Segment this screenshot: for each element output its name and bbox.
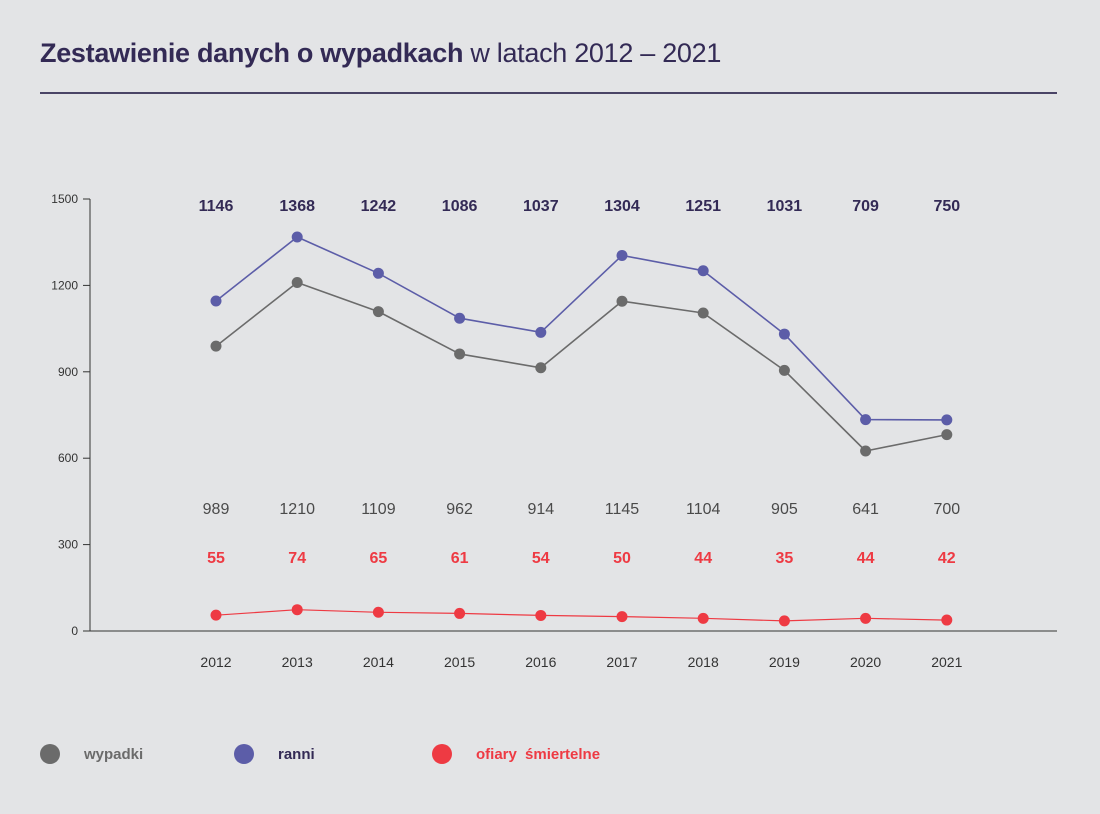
data-point-ofiary xyxy=(372,606,384,618)
y-tick-label: 600 xyxy=(58,451,78,465)
data-label-ranni: 750 xyxy=(933,198,960,215)
data-point-ofiary xyxy=(860,612,872,624)
data-point-wypadki xyxy=(941,429,953,441)
title-light: w latach 2012 – 2021 xyxy=(463,38,722,68)
data-point-ofiary xyxy=(778,615,790,627)
x-tick-label: 2019 xyxy=(769,654,800,670)
data-label-ranni: 1251 xyxy=(685,198,721,215)
data-point-wypadki xyxy=(535,362,547,374)
y-tick-label: 0 xyxy=(71,624,78,638)
data-point-ofiary xyxy=(210,609,222,621)
data-label-ranni: 1242 xyxy=(361,198,397,215)
legend-item-ofiary: ofiary śmiertelne xyxy=(432,742,600,766)
data-label-wypadki: 914 xyxy=(527,501,554,518)
data-point-wypadki xyxy=(616,295,628,307)
series-line-wypadki xyxy=(215,281,947,452)
data-point-ofiary xyxy=(291,604,303,616)
data-label-wypadki: 962 xyxy=(446,501,473,518)
data-point-ofiary xyxy=(454,607,466,619)
data-point-ofiary xyxy=(697,612,709,624)
y-tick-label: 1200 xyxy=(51,278,78,292)
data-label-wypadki: 1109 xyxy=(361,501,396,518)
x-tick-label: 2014 xyxy=(363,654,394,670)
data-label-ofiary: 61 xyxy=(451,550,469,567)
x-tick-label: 2012 xyxy=(200,654,231,670)
data-label-wypadki: 1145 xyxy=(605,501,640,518)
data-label-ranni: 1086 xyxy=(442,198,478,215)
x-tick-label: 2018 xyxy=(688,654,719,670)
data-label-ranni: 1368 xyxy=(279,198,315,215)
data-point-ofiary xyxy=(535,609,547,621)
data-label-wypadki: 700 xyxy=(933,501,960,518)
x-tick-label: 2013 xyxy=(282,654,313,670)
data-point-ranni xyxy=(616,249,628,261)
data-point-ranni xyxy=(941,414,953,426)
data-label-ofiary: 65 xyxy=(370,550,388,567)
data-label-ofiary: 55 xyxy=(207,550,225,567)
legend: wypadki ranni ofiary śmiertelne xyxy=(40,742,1040,766)
data-label-wypadki: 1104 xyxy=(686,501,721,518)
legend-label-ofiary: ofiary śmiertelne xyxy=(476,745,601,763)
data-label-ranni: 709 xyxy=(852,198,879,215)
data-point-wypadki xyxy=(860,445,872,457)
title-divider xyxy=(40,92,1057,94)
legend-dot-ofiary xyxy=(432,744,452,764)
data-point-ranni xyxy=(210,295,222,307)
data-point-ranni xyxy=(454,312,466,324)
data-label-ofiary: 42 xyxy=(938,550,956,567)
x-tick-label: 2020 xyxy=(850,654,881,670)
data-label-ranni: 1146 xyxy=(199,198,234,215)
data-point-ofiary xyxy=(941,614,953,626)
data-label-ranni: 1304 xyxy=(604,198,640,215)
legend-label-wypadki: wypadki xyxy=(84,745,144,763)
x-tick-label: 2021 xyxy=(931,654,962,670)
data-label-wypadki: 641 xyxy=(852,501,879,518)
x-tick-label: 2016 xyxy=(525,654,556,670)
data-point-ranni xyxy=(372,267,384,279)
data-label-ofiary: 44 xyxy=(857,550,875,567)
data-point-ranni xyxy=(291,231,303,243)
line-chart: 0 300 600 900 1200 1500 2012 2013 2014 2015 2016 20… xyxy=(51,192,1057,670)
legend-label-ranni: ranni xyxy=(278,745,315,763)
data-point-ranni xyxy=(535,326,547,338)
x-tick-label: 2015 xyxy=(444,654,475,670)
title-bold: Zestawienie danych o wypadkach xyxy=(40,38,464,68)
legend-item-wypadki: wypadki xyxy=(40,742,143,766)
data-label-wypadki: 905 xyxy=(771,501,798,518)
data-label-ofiary: 35 xyxy=(776,550,794,567)
y-tick-label: 300 xyxy=(58,538,78,552)
data-point-wypadki xyxy=(291,277,303,289)
data-label-wypadki: 1210 xyxy=(279,501,315,518)
y-tick-label: 1500 xyxy=(51,192,78,206)
data-point-ranni xyxy=(697,265,709,277)
page-title: Zestawienie danych o wypadkach w latach … xyxy=(40,38,721,69)
data-point-ranni xyxy=(860,414,872,426)
data-label-ranni: 1031 xyxy=(767,198,803,215)
legend-dot-wypadki xyxy=(40,744,60,764)
data-point-wypadki xyxy=(454,348,466,360)
series-line-ranni xyxy=(215,236,947,421)
legend-dot-ranni xyxy=(234,744,254,764)
data-point-wypadki xyxy=(778,364,790,376)
series-line-ofiary xyxy=(215,609,947,622)
data-label-ranni: 1037 xyxy=(523,198,559,215)
data-point-wypadki xyxy=(372,306,384,318)
y-tick-label: 900 xyxy=(58,365,78,379)
x-tick-label: 2017 xyxy=(606,654,637,670)
data-label-ofiary: 74 xyxy=(288,550,306,567)
data-label-ofiary: 44 xyxy=(694,550,712,567)
legend-item-ranni: ranni xyxy=(234,742,315,766)
data-point-ofiary xyxy=(616,611,628,623)
data-label-ofiary: 50 xyxy=(613,550,631,567)
data-point-wypadki xyxy=(697,307,709,319)
data-point-ranni xyxy=(778,328,790,340)
data-point-wypadki xyxy=(210,340,222,352)
data-label-wypadki: 989 xyxy=(203,501,230,518)
data-label-ofiary: 54 xyxy=(532,550,550,567)
